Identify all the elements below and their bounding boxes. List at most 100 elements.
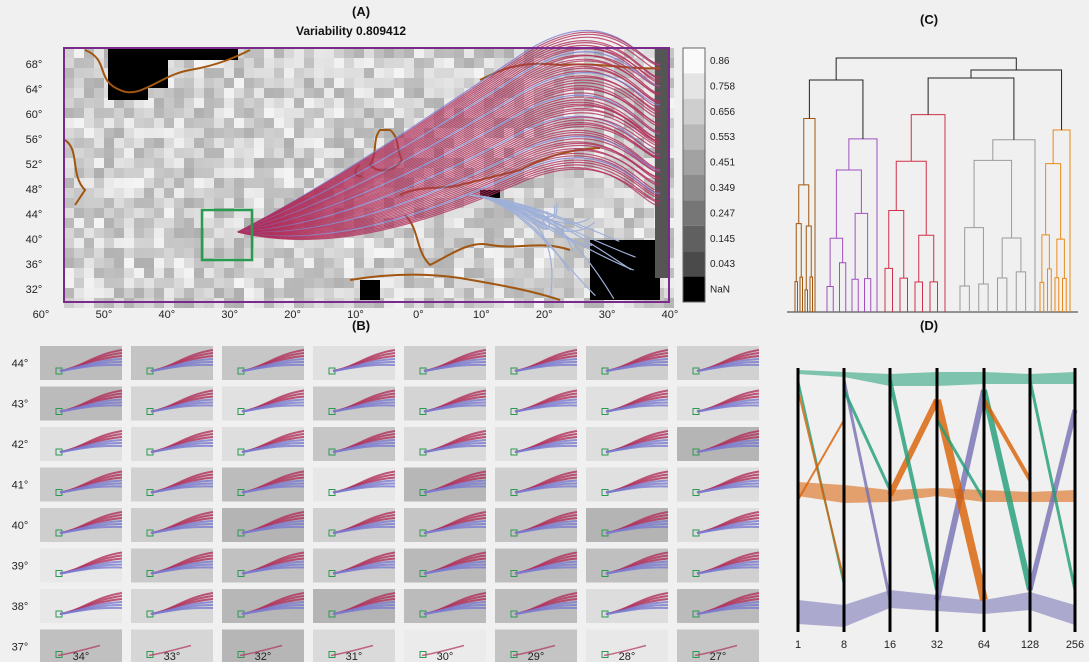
map-cell: [554, 278, 564, 288]
grid-map-cell: [677, 467, 760, 502]
map-cell: [124, 288, 134, 298]
map-cell: [284, 148, 294, 158]
map-cell: [224, 118, 234, 128]
map-cell: [584, 178, 594, 188]
map-cell: [524, 258, 534, 268]
map-cell: [214, 128, 224, 138]
map-cell: [134, 268, 144, 278]
map-cell: [94, 248, 104, 258]
map-cell: [144, 178, 154, 188]
map-cell: [424, 48, 434, 58]
flow-ribbon: [937, 595, 984, 614]
map-x-tick-label: 40°: [662, 309, 679, 321]
map-cell: [264, 208, 274, 218]
dendrogram-link: [918, 234, 935, 283]
map-cell: [174, 178, 184, 188]
map-cell: [554, 68, 564, 78]
map-cell: [514, 258, 524, 268]
map-cell: [264, 268, 274, 278]
map-cell: [314, 108, 324, 118]
map-cell: [414, 58, 424, 68]
map-cell: [114, 228, 124, 238]
dendrogram-link: [854, 212, 869, 280]
map-cell: [244, 238, 254, 248]
map-cell: [334, 258, 344, 268]
flow-ribbon: [844, 372, 890, 386]
map-cell: [384, 78, 394, 88]
map-cell: [424, 278, 434, 288]
coastline: [404, 214, 571, 267]
map-cell: [244, 88, 254, 98]
dendrogram-link: [795, 223, 802, 282]
map-cell: [354, 128, 364, 138]
map-cell: [184, 258, 194, 268]
map-cell: [484, 288, 494, 298]
map-cell: [284, 278, 294, 288]
trajectory-line: [237, 125, 661, 233]
map-cell: [544, 198, 554, 208]
map-cell: [434, 88, 444, 98]
map-y-ticks: 68° 64° 60° 56° 52° 48° 44° 40° 36° 32°: [26, 59, 43, 296]
map-cell: [114, 128, 124, 138]
map-cell: [244, 288, 254, 298]
map-cell: [364, 268, 374, 278]
map-cell: [534, 78, 544, 88]
map-cell: [354, 88, 364, 98]
map-cell: [624, 218, 634, 228]
map-cell: [604, 198, 614, 208]
grid-row-label: 42°: [12, 439, 29, 451]
map-cell: [254, 248, 264, 258]
map-y-tick-label: 56°: [26, 134, 43, 146]
map-cell: [264, 278, 274, 288]
map-cell: [144, 98, 154, 108]
map-cell: [394, 88, 404, 98]
map-cell: [254, 68, 264, 78]
map-cell: [114, 98, 124, 108]
flow-ribbon: [937, 372, 984, 386]
map-cell: [494, 148, 504, 158]
map-cell: [124, 278, 134, 288]
map-cell: [194, 228, 204, 238]
map-cell: [84, 58, 94, 68]
trajectory-line: [237, 119, 661, 233]
map-cell: [134, 188, 144, 198]
map-cell: [344, 48, 354, 58]
map-cell: [94, 68, 104, 78]
map-cell: [154, 258, 164, 268]
map-cell: [234, 238, 244, 248]
grid-map-cell: [586, 629, 668, 662]
grid-row-label: 43°: [12, 399, 29, 411]
trajectory-line: [237, 116, 661, 233]
map-cell: [264, 68, 274, 78]
map-cell: [144, 278, 154, 288]
map-cell: [434, 238, 444, 248]
map-cell: [474, 208, 484, 218]
map-cell: [194, 288, 204, 298]
map-cell: [394, 258, 404, 268]
map-cell: [224, 138, 234, 148]
map-cell: [144, 288, 154, 298]
map-cell: [74, 78, 84, 88]
map-cell: [174, 228, 184, 238]
map-cell: [294, 118, 304, 128]
map-cell: [284, 98, 294, 108]
map-cell: [544, 268, 554, 278]
map-cell: [544, 128, 554, 138]
map-cell: [124, 178, 134, 188]
map-cell: [424, 268, 434, 278]
grid-trajectory: [514, 404, 578, 413]
map-cell: [254, 288, 264, 298]
map-cell: [94, 288, 104, 298]
map-cell: [274, 118, 284, 128]
map-cell: [554, 268, 564, 278]
map-cell: [454, 268, 464, 278]
grid-map-cell: [586, 427, 669, 461]
map-cell: [74, 188, 84, 198]
map-cell: [74, 248, 84, 258]
map-cell: [464, 188, 474, 198]
map-cell: [94, 178, 104, 188]
map-cell: [334, 268, 344, 278]
map-cell: [314, 58, 324, 68]
map-cell: [464, 58, 474, 68]
grid-trajectory: [59, 404, 123, 413]
